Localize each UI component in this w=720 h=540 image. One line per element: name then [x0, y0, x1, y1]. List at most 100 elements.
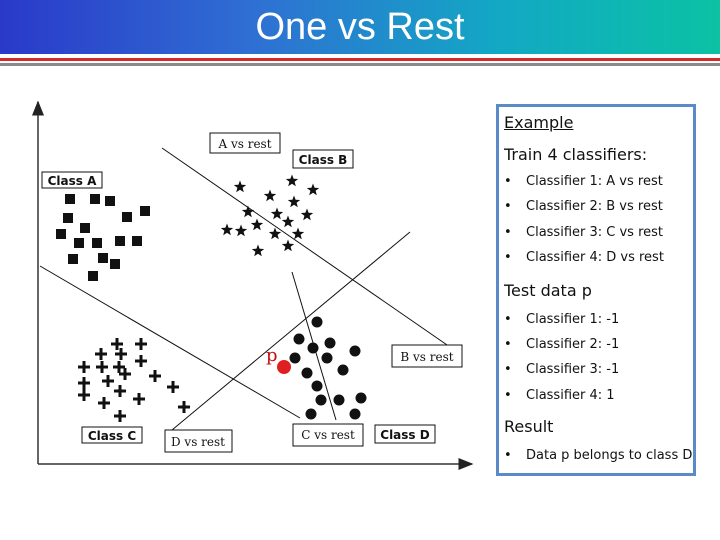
class-b-star [263, 189, 277, 202]
class-a-label: Class A [48, 174, 97, 188]
class-b-star [281, 239, 295, 252]
classifier-item: • Classifier 2: B vs rest [504, 199, 663, 214]
c-vs-rest-label: C vs rest [301, 428, 355, 442]
class-a-square [92, 238, 102, 248]
class-d-dot [293, 333, 305, 345]
class-b-star [285, 174, 299, 187]
boundary-line-b [39, 265, 301, 419]
class-c-plus [113, 361, 125, 373]
train-heading: Train 4 classifiers: [504, 145, 648, 164]
class-c-plus [78, 361, 90, 373]
class-c-plus [114, 385, 126, 397]
b-vs-rest-label: B vs rest [400, 350, 453, 364]
class-b-star [300, 208, 314, 221]
class-b-label-box: Class B [292, 149, 354, 169]
boundary-line-a [161, 147, 451, 348]
class-b-star [233, 180, 247, 193]
class-c-plus [178, 401, 190, 413]
class-a-square [74, 238, 84, 248]
bullet: • [504, 225, 512, 240]
class-a-square [132, 236, 142, 246]
classifier-text: Classifier 1: A vs rest [526, 174, 663, 189]
test-result-text: Classifier 1: -1 [526, 312, 620, 327]
title-bar [0, 0, 720, 54]
class-a-label-box: Class A [41, 171, 103, 189]
class-c-plus [133, 393, 145, 405]
class-c-plus [102, 375, 114, 387]
class-d-label-box: Class D [374, 424, 436, 444]
test-result-item: • Classifier 2: -1 [504, 337, 619, 352]
title-rule-gray [0, 63, 720, 66]
result-item: • Data p belongs to class D [504, 448, 692, 463]
result-heading: Result [504, 417, 554, 436]
class-c-plus [111, 338, 123, 350]
class-b-star [281, 215, 295, 228]
classifier-text: Classifier 2: B vs rest [526, 199, 663, 214]
class-b-star [220, 223, 234, 236]
example-heading: Example [504, 113, 574, 132]
class-c-plus [115, 348, 127, 360]
classifier-item: • Classifier 1: A vs rest [504, 174, 663, 189]
class-marks [56, 174, 367, 422]
example-panel: Example Train 4 classifiers: • Classifier… [496, 104, 696, 476]
result-text: Data p belongs to class D [526, 448, 693, 463]
class-b-star [234, 224, 248, 237]
test-heading: Test data p [504, 281, 592, 300]
class-c-plus [96, 361, 108, 373]
class-c-plus [78, 389, 90, 401]
class-c-plus [167, 381, 179, 393]
classifier-text: Classifier 4: D vs rest [526, 250, 664, 265]
test-result-item: • Classifier 3: -1 [504, 362, 619, 377]
class-d-dot [311, 380, 323, 392]
test-result-text: Classifier 2: -1 [526, 337, 620, 352]
class-c-plus [98, 397, 110, 409]
class-b-star [241, 205, 255, 218]
class-a-square [88, 271, 98, 281]
bullet: • [504, 199, 512, 214]
a-vs-rest-label: A vs rest [217, 137, 271, 151]
class-c-plus [114, 410, 126, 422]
class-c-plus [135, 338, 147, 350]
class-c-plus [95, 348, 107, 360]
class-b-star [306, 183, 320, 196]
classifier-item: • Classifier 3: C vs rest [504, 225, 663, 240]
bullet: • [504, 174, 512, 189]
class-d-dot [349, 408, 361, 420]
class-d-dot [301, 367, 313, 379]
boundary-line-c [171, 231, 411, 431]
class-a-square [98, 253, 108, 263]
class-d-dot [333, 394, 345, 406]
class-a-square [65, 194, 75, 204]
class-d-dot [307, 342, 319, 354]
class-a-square [68, 254, 78, 264]
class-d-dot [311, 316, 323, 328]
class-d-dot [315, 394, 327, 406]
class-a-square [56, 229, 66, 239]
test-result-item: • Classifier 4: 1 [504, 388, 615, 403]
class-b-star [268, 227, 282, 240]
class-a-square [110, 259, 120, 269]
class-c-label-box: Class C [81, 426, 143, 444]
c-vs-rest-label-box: C vs rest [292, 423, 364, 447]
class-d-dot [355, 392, 367, 404]
class-b-star [291, 227, 305, 240]
class-b-star [270, 207, 284, 220]
class-a-square [140, 206, 150, 216]
test-point-label: p [266, 345, 278, 366]
class-b-label: Class B [299, 153, 348, 167]
a-vs-rest-label-box: A vs rest [209, 132, 281, 154]
classifier-text: Classifier 3: C vs rest [526, 225, 663, 240]
test-result-text: Classifier 4: 1 [526, 388, 615, 403]
class-c-plus [149, 370, 161, 382]
class-a-square [90, 194, 100, 204]
class-a-square [80, 223, 90, 233]
bullet: • [504, 362, 512, 377]
class-d-dot [324, 337, 336, 349]
class-c-plus [78, 377, 90, 389]
title-rule-red [0, 58, 720, 61]
bullet: • [504, 388, 512, 403]
d-vs-rest-label: D vs rest [171, 435, 225, 449]
bullet: • [504, 312, 512, 327]
class-b-star [250, 218, 264, 231]
